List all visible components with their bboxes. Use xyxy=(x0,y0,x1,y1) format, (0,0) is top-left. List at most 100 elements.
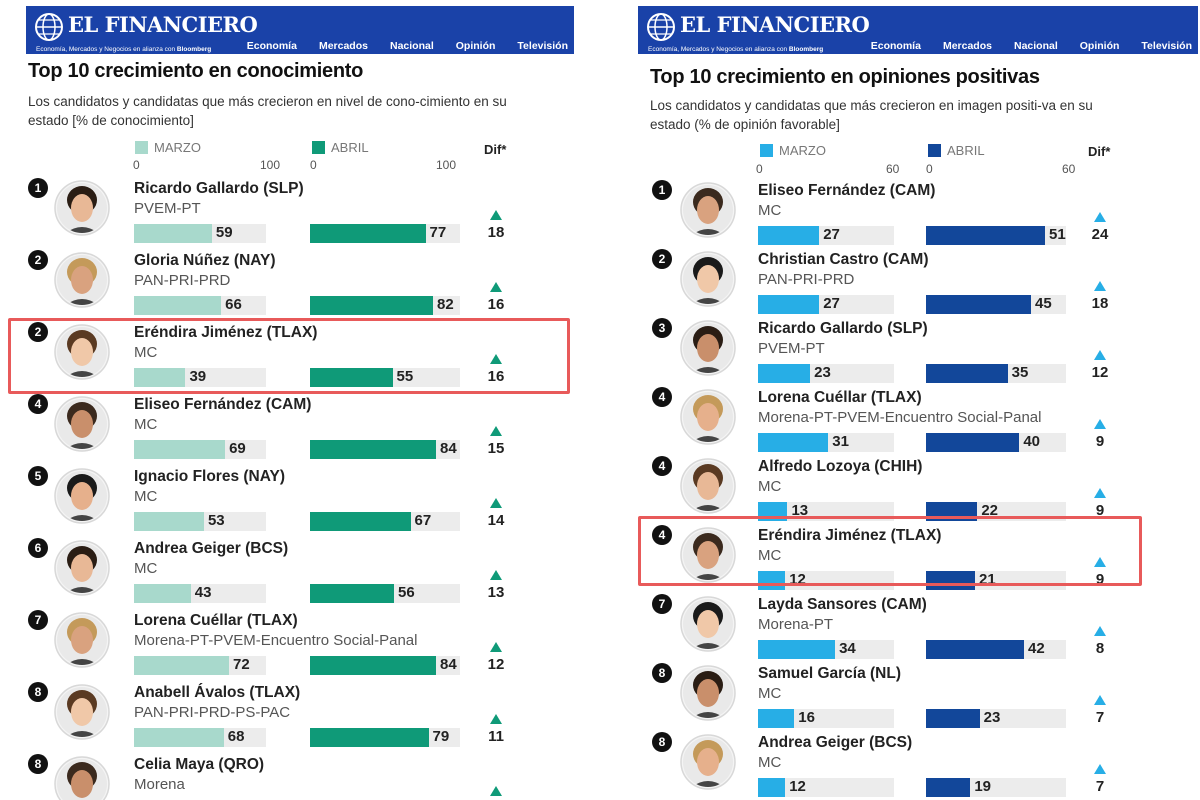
bar-track-marzo xyxy=(134,296,266,315)
legend-abril: ABRIL xyxy=(928,143,985,158)
value-abril: 77 xyxy=(429,224,447,241)
candidate-avatar xyxy=(680,251,736,307)
candidate-avatar xyxy=(680,389,736,445)
candidate-name: Gloria Núñez (NAY) xyxy=(134,252,276,269)
candidate-name: Lorena Cuéllar (TLAX) xyxy=(134,612,298,629)
candidate-name: Samuel García (NL) xyxy=(758,665,901,682)
rank-badge: 1 xyxy=(652,180,672,200)
nav-mercados[interactable]: Mercados xyxy=(942,40,992,52)
value-marzo: 23 xyxy=(814,364,831,381)
value-abril: 22 xyxy=(981,502,999,519)
legend-abril: ABRIL xyxy=(312,140,369,155)
bar-marzo xyxy=(134,728,224,747)
up-arrow-icon xyxy=(1094,419,1106,429)
nav-television[interactable]: Televisión xyxy=(1141,40,1192,52)
value-abril: 51 xyxy=(1049,226,1066,243)
nav-opinion[interactable]: Opinión xyxy=(455,40,496,52)
dif-value: 7 xyxy=(1095,778,1105,795)
value-abril: 21 xyxy=(979,571,996,588)
rank-badge: 1 xyxy=(28,178,48,198)
value-marzo: 27 xyxy=(823,226,840,243)
bar-marzo xyxy=(758,571,786,590)
brand-tagline: Economía, Mercados y Negocios en alianza… xyxy=(36,46,212,53)
candidate-party: MC xyxy=(758,754,782,771)
candidate-name: Eréndira Jiménez (TLAX) xyxy=(134,324,318,341)
value-abril: 67 xyxy=(414,512,432,529)
bar-abril xyxy=(310,440,436,459)
rank-badge: 8 xyxy=(652,732,672,752)
candidate-party: PVEM-PT xyxy=(134,200,201,217)
legend-marzo: MARZO xyxy=(135,140,201,155)
value-abril: 55 xyxy=(396,368,414,385)
candidate-name: Eliseo Fernández (CAM) xyxy=(758,182,936,199)
bar-track-abril xyxy=(310,728,460,747)
up-arrow-icon xyxy=(490,714,502,724)
bar-marzo xyxy=(134,584,191,603)
globe-icon xyxy=(35,13,63,41)
chart-subtitle: Los candidatos y candidatas que más crec… xyxy=(650,98,1093,132)
candidate-party: MC xyxy=(134,488,158,505)
dif-value: 13 xyxy=(487,584,505,601)
candidate-name: Ricardo Gallardo (SLP) xyxy=(758,320,928,337)
candidate-avatar xyxy=(54,540,110,596)
brand-name: EL FINANCIERO xyxy=(680,12,870,37)
bar-track-abril xyxy=(310,584,460,603)
nav-nacional[interactable]: Nacional xyxy=(389,40,434,52)
candidate-avatar xyxy=(680,320,736,376)
candidate-name: Eliseo Fernández (CAM) xyxy=(134,396,312,413)
bar-marzo xyxy=(758,226,820,245)
candidate-name: Ricardo Gallardo (SLP) xyxy=(134,180,304,197)
bar-abril xyxy=(926,364,1008,383)
bar-track-abril xyxy=(310,296,460,315)
main-nav: Economía Mercados Nacional Opinión Telev… xyxy=(871,40,1192,52)
value-abril: 19 xyxy=(974,778,992,795)
up-arrow-icon xyxy=(1094,488,1106,498)
value-abril: 23 xyxy=(983,709,1001,726)
value-marzo: 59 xyxy=(215,224,233,241)
up-arrow-icon xyxy=(490,498,502,508)
brand-logo[interactable]: EL FINANCIERO Economía, Mercados y Negoc… xyxy=(646,10,870,53)
value-marzo: 39 xyxy=(189,368,207,385)
bar-marzo xyxy=(134,224,212,243)
bar-abril xyxy=(310,296,433,315)
candidate-name: Alfredo Lozoya (CHIH) xyxy=(758,458,923,475)
bar-track-abril xyxy=(926,433,1066,452)
nav-opinion[interactable]: Opinión xyxy=(1079,40,1120,52)
up-arrow-icon xyxy=(490,354,502,364)
bar-track-marzo xyxy=(758,364,894,383)
nav-nacional[interactable]: Nacional xyxy=(1013,40,1058,52)
nav-economia[interactable]: Economía xyxy=(246,40,297,52)
nav-economia[interactable]: Economía xyxy=(870,40,921,52)
tick-marzo-min: 0 xyxy=(133,158,140,172)
tick-abril-max: 60 xyxy=(1062,162,1076,176)
candidate-party: PAN-PRI-PRD-PS-PAC xyxy=(134,704,291,721)
nav-television[interactable]: Televisión xyxy=(517,40,568,52)
rank-badge: 8 xyxy=(652,663,672,683)
dif-value: 16 xyxy=(487,296,505,313)
dif-value: 11 xyxy=(488,728,504,745)
bar-abril xyxy=(926,571,975,590)
dif-header: Dif* xyxy=(484,142,507,157)
bar-track-abril xyxy=(310,512,460,531)
candidate-name: Eréndira Jiménez (TLAX) xyxy=(758,527,942,544)
chart-panel-conocimiento: EL FINANCIERO Economía, Mercados y Negoc… xyxy=(0,0,580,800)
rank-badge: 6 xyxy=(28,538,48,558)
candidate-name: Anabell Ávalos (TLAX) xyxy=(134,684,301,701)
candidate-avatar xyxy=(680,458,736,514)
candidate-party: MC xyxy=(134,344,158,361)
brand-logo[interactable]: EL FINANCIERO Economía, Mercados y Negoc… xyxy=(34,10,258,53)
up-arrow-icon xyxy=(490,642,502,652)
bar-abril xyxy=(926,709,980,728)
nav-mercados[interactable]: Mercados xyxy=(318,40,368,52)
candidate-avatar xyxy=(54,396,110,452)
bar-abril xyxy=(926,640,1024,659)
main-nav: Economía Mercados Nacional Opinión Telev… xyxy=(247,40,568,52)
bar-track-abril xyxy=(926,640,1066,659)
bar-abril xyxy=(310,224,426,243)
candidate-party: MC xyxy=(134,416,158,433)
candidate-party: MC xyxy=(758,547,782,564)
dif-value: 14 xyxy=(487,512,505,529)
dif-value: 8 xyxy=(1095,640,1105,657)
bar-track-marzo xyxy=(134,512,266,531)
up-arrow-icon xyxy=(490,282,502,292)
